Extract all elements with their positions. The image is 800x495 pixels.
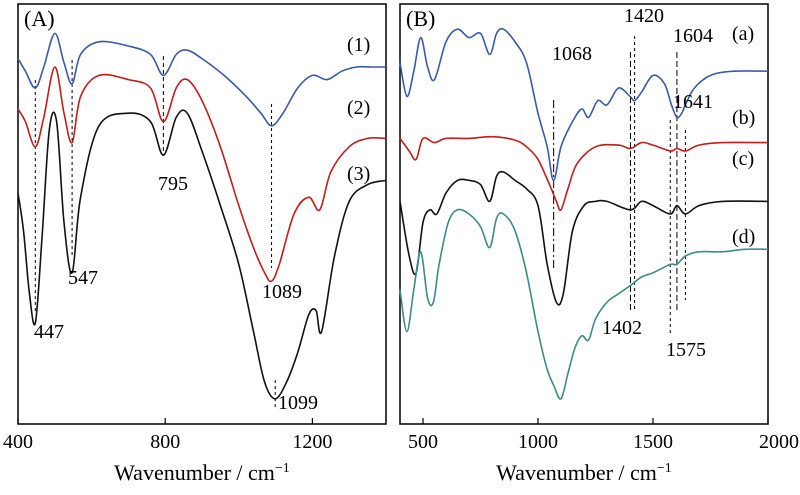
panel-b-label: (B) xyxy=(406,6,435,31)
panel-a-plot xyxy=(17,32,387,400)
annotation-1420: 1420 xyxy=(624,5,664,27)
series-c-label: (c) xyxy=(732,148,754,170)
panel-a-reference-lines xyxy=(34,56,276,410)
annotation-1089: 1089 xyxy=(262,281,302,303)
panel-a-ticks: 400 800 1200 xyxy=(3,418,332,453)
x-tick-label: 1200 xyxy=(292,431,332,453)
series-line-d xyxy=(399,208,769,400)
panel-b-x-axis-title-text: Wavenumber / cm xyxy=(496,460,657,485)
panel-a-label: (A) xyxy=(24,6,55,31)
panel-a: 400 800 1200 (A) (1) (2) (3) 447 547 795 1… xyxy=(3,3,387,485)
annotation-1099: 1099 xyxy=(278,392,318,414)
series-line-b xyxy=(399,135,769,212)
series-d-label: (d) xyxy=(732,226,755,248)
annotation-1402: 1402 xyxy=(602,317,642,339)
x-tick-label: 1500 xyxy=(633,431,673,453)
panel-b: 500 1000 1500 2000 (B) (a) (b) (c) (d) 1068… xyxy=(399,3,799,485)
x-tick-label: 1000 xyxy=(518,431,558,453)
panel-a-frame xyxy=(17,3,387,425)
series-line-a xyxy=(399,27,769,182)
series-line-1 xyxy=(17,32,386,127)
annotation-447: 447 xyxy=(34,321,64,343)
panel-b-frame xyxy=(399,3,769,425)
series-2-label: (2) xyxy=(347,97,370,119)
panel-a-x-axis-title: Wavenumber / cm−1 xyxy=(114,460,290,485)
annotation-1575: 1575 xyxy=(666,339,706,361)
x-tick-label: 800 xyxy=(150,431,180,453)
series-line-3 xyxy=(17,109,387,400)
panel-b-x-axis-title: Wavenumber / cm−1 xyxy=(496,460,672,485)
annotation-1641: 1641 xyxy=(673,91,713,113)
series-b-label: (b) xyxy=(732,107,755,129)
annotation-1068: 1068 xyxy=(552,43,592,65)
x-tick-label: 500 xyxy=(408,431,438,453)
annotation-1604: 1604 xyxy=(673,25,713,47)
series-1-label: (1) xyxy=(347,34,370,56)
series-line-c xyxy=(399,170,769,306)
panel-a-x-axis-title-text: Wavenumber / cm xyxy=(114,460,275,485)
series-3-label: (3) xyxy=(347,163,370,185)
series-a-label: (a) xyxy=(732,23,754,45)
panel-b-plot xyxy=(399,27,769,400)
panel-b-ticks: 500 1000 1500 2000 xyxy=(408,418,799,453)
panel-b-x-axis-title-sup: −1 xyxy=(657,461,672,476)
panel-b-reference-lines xyxy=(553,36,686,336)
annotation-795: 795 xyxy=(158,173,188,195)
x-tick-label: 2000 xyxy=(759,431,799,453)
annotation-547: 547 xyxy=(68,267,98,289)
panel-a-x-axis-title-sup: −1 xyxy=(275,461,290,476)
series-line-2 xyxy=(17,66,387,283)
x-tick-label: 400 xyxy=(3,431,33,453)
